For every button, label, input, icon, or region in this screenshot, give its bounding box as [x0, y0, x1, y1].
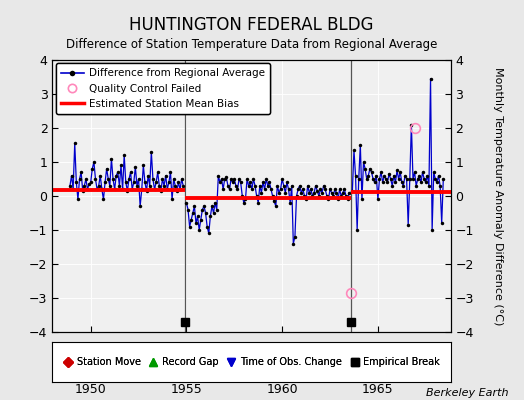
Text: Berkeley Earth: Berkeley Earth — [426, 388, 508, 398]
Text: 1960: 1960 — [266, 383, 298, 396]
Text: 1950: 1950 — [75, 383, 106, 396]
Legend: Station Move, Record Gap, Time of Obs. Change, Empirical Break: Station Move, Record Gap, Time of Obs. C… — [63, 357, 440, 367]
Text: HUNTINGTON FEDERAL BLDG: HUNTINGTON FEDERAL BLDG — [129, 16, 374, 34]
Legend: Difference from Regional Average, Quality Control Failed, Estimated Station Mean: Difference from Regional Average, Qualit… — [56, 63, 270, 114]
Text: 1955: 1955 — [170, 383, 202, 396]
Y-axis label: Monthly Temperature Anomaly Difference (°C): Monthly Temperature Anomaly Difference (… — [493, 67, 504, 325]
Text: 1965: 1965 — [362, 383, 394, 396]
Text: Difference of Station Temperature Data from Regional Average: Difference of Station Temperature Data f… — [66, 38, 437, 51]
